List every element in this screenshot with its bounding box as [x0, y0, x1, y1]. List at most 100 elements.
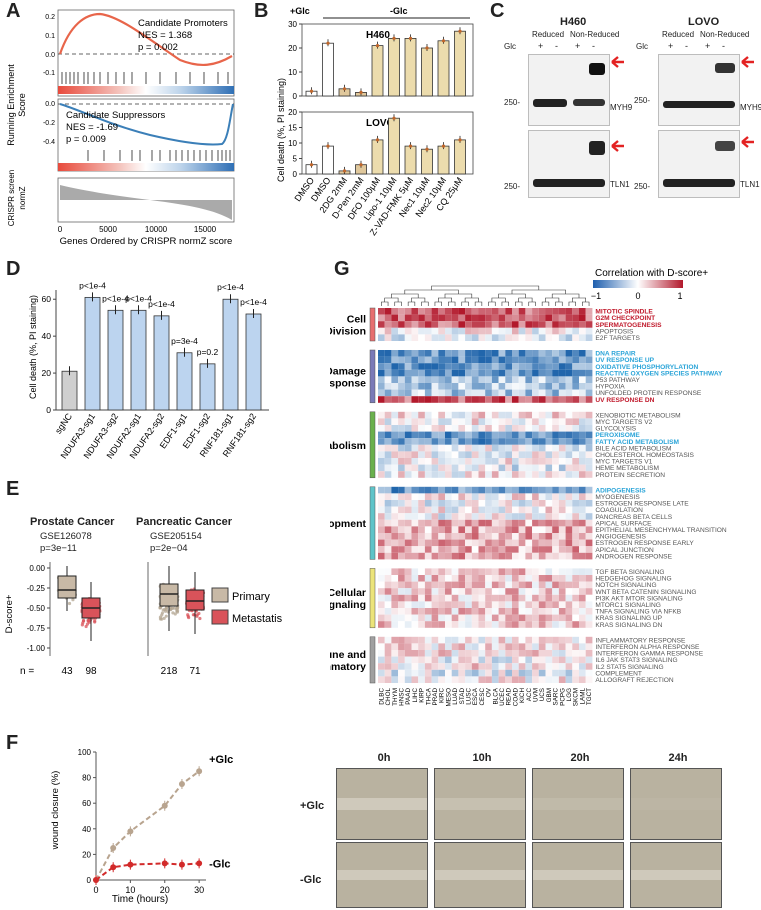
panel-g-cell — [505, 350, 512, 357]
panel-g-cell — [525, 575, 533, 582]
panel-g-cell — [532, 321, 539, 328]
panel-g-cell — [525, 656, 533, 664]
panel-g-cell — [424, 601, 432, 608]
panel-g-cell — [505, 676, 512, 683]
panel-g-dendro-branch — [434, 301, 442, 306]
panel-g-cell — [545, 458, 553, 465]
panel-g-cancer-type: GBM — [546, 688, 553, 702]
panel-g-cell — [391, 575, 399, 582]
panel-g-cell — [451, 464, 459, 472]
panel-g-pathway-label: ALLOGRAFT REJECTION — [595, 677, 674, 684]
panel-g-cell — [558, 608, 566, 615]
panel-f-ytick: 60 — [82, 799, 91, 808]
panel-g-cell — [512, 389, 519, 397]
panel-g-cell — [498, 669, 506, 677]
panel-g-cell — [525, 411, 533, 419]
panel-g-cell — [431, 601, 439, 608]
panel-g-cell — [478, 533, 486, 540]
panel-g-cell — [465, 425, 472, 432]
panel-g-cell — [424, 458, 432, 465]
panel-g-cell — [558, 486, 566, 494]
panel-g-cell — [505, 568, 512, 575]
panel-g-cell — [512, 493, 519, 500]
panel-g-pathway-label: CHOLESTEROL HOMEOSTASIS — [595, 452, 694, 459]
panel-g-cell — [512, 438, 519, 445]
panel-g-cell — [478, 588, 486, 595]
panel-e-point — [93, 619, 97, 623]
panel-g-cell — [585, 458, 593, 465]
panel-g-cell — [465, 568, 472, 575]
panel-g-cell — [391, 431, 399, 439]
panel-g-cell — [579, 500, 586, 507]
panel-g-cell — [498, 636, 506, 644]
panel-g-cell — [565, 656, 573, 664]
panel-g-cell — [512, 669, 519, 677]
panel-g-cell — [491, 431, 499, 439]
panel-letter-g: G — [334, 258, 350, 280]
panel-g-cell — [572, 608, 579, 615]
panel-g-cell — [411, 327, 419, 335]
panel-g-cell — [579, 656, 586, 664]
panel-g-group-label: Response — [330, 377, 366, 389]
panel-g-cell — [552, 451, 559, 458]
panel-g-cell — [391, 594, 399, 602]
panel-b-point — [309, 163, 314, 167]
panel-g-cell — [538, 614, 546, 622]
panel-g-cell — [558, 506, 566, 514]
panel-b-series-name: LOVO — [366, 118, 395, 129]
panel-f-ylabel: wound closure (%) — [50, 771, 61, 851]
panel-g-cell — [384, 650, 392, 657]
panel-g-cell — [532, 552, 539, 560]
panel-g-cell — [398, 636, 405, 644]
panel-g-cell — [485, 608, 492, 615]
panel-g-cell — [545, 546, 553, 553]
panel-g-heatmap: Correlation with D-score+ −1 0 1 CellDiv… — [330, 268, 727, 707]
panel-g-cell — [498, 588, 506, 595]
panel-g-cell — [552, 636, 559, 644]
panel-g-cell — [411, 438, 419, 445]
panel-g-cell — [391, 650, 399, 657]
panel-g-cell — [498, 493, 506, 500]
panel-g-cell — [552, 546, 559, 553]
panel-g-cell — [485, 526, 492, 533]
panel-g-pathway-label: EPITHELIAL MESENCHYMAL TRANSITION — [595, 527, 727, 534]
panel-g-cell — [512, 614, 519, 622]
panel-g-cell — [458, 500, 466, 507]
panel-g-cell — [404, 575, 412, 582]
panel-e-point — [169, 606, 174, 611]
panel-g-cell — [384, 552, 392, 560]
panel-g-cell — [498, 389, 506, 397]
panel-g-cell — [552, 581, 559, 589]
panel-c-protein-myh9: MYH9 — [610, 103, 633, 112]
panel-g-cell — [471, 425, 479, 432]
panel-g-cell — [532, 431, 539, 439]
panel-g-cell — [478, 458, 486, 465]
panel-g-cell — [491, 425, 499, 432]
panel-g-cell — [478, 356, 486, 364]
panel-g-cell — [458, 321, 466, 328]
panel-g-cell — [512, 581, 519, 589]
panel-g-cell — [478, 425, 486, 432]
panel-g-cell — [465, 356, 472, 364]
panel-g-cell — [532, 458, 539, 465]
panel-g-cell — [498, 431, 506, 439]
panel-g-cell — [391, 314, 399, 322]
panel-g-cell — [545, 363, 553, 370]
panel-g-cell — [411, 458, 419, 465]
panel-b-series-name: H460 — [366, 30, 390, 41]
panel-e-n-value: 71 — [189, 666, 201, 677]
panel-e-plot: D-score+ 0.00-0.25-0.50-0.75-1.00 Primar… — [4, 562, 283, 677]
panel-g-cell — [384, 506, 392, 514]
panel-g-cell — [579, 568, 586, 575]
panel-g-cell — [418, 533, 425, 540]
panel-g-cell — [404, 411, 412, 419]
panel-b-ytick: 20 — [288, 44, 297, 53]
panel-g-cell — [398, 418, 405, 425]
panel-g-cell — [572, 369, 579, 377]
panel-g-cell — [438, 350, 445, 357]
panel-g-cell — [391, 464, 399, 472]
panel-g-cell — [378, 383, 385, 390]
panel-g-cell — [512, 656, 519, 664]
panel-d-bar — [61, 370, 78, 411]
panel-g-cell — [478, 643, 486, 650]
